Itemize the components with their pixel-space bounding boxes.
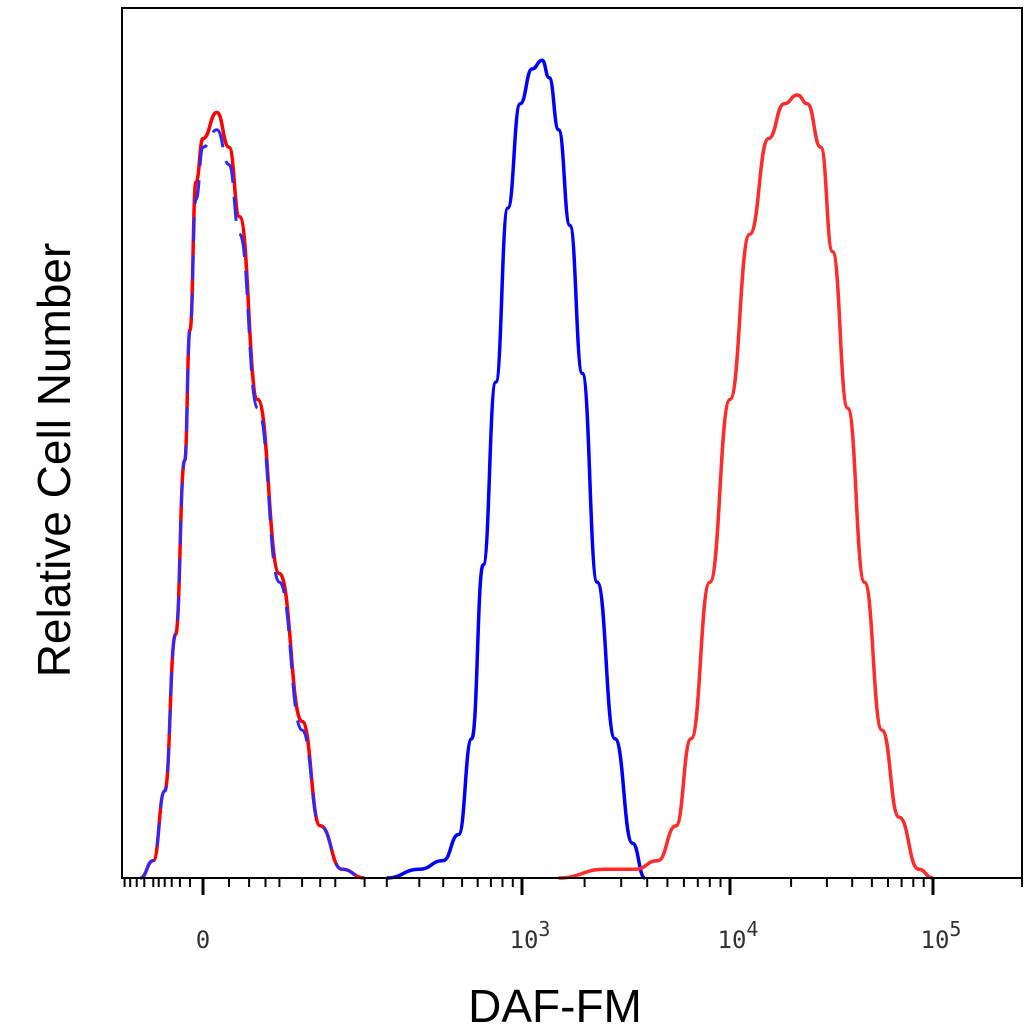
- series-line-2: [139, 128, 365, 880]
- plot-area: [121, 7, 1023, 879]
- tick-labels: 0 103 104 105: [196, 917, 962, 954]
- x-tick-label: 0: [196, 926, 210, 954]
- y-axis-title: Relative Cell Number: [28, 243, 80, 678]
- minor-ticks: [123, 878, 1023, 887]
- series-line-4: [558, 93, 934, 880]
- x-tick-label: 104: [718, 917, 759, 954]
- series-group: [122, 58, 1022, 880]
- x-tick-label: 105: [921, 917, 962, 954]
- x-axis-title: DAF-FM: [468, 980, 642, 1032]
- x-tick-label: 103: [510, 917, 551, 954]
- series-line-3: [386, 58, 646, 880]
- major-ticks: [201, 878, 935, 895]
